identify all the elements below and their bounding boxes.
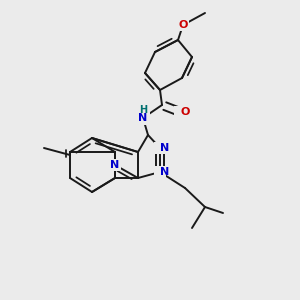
Text: O: O (178, 20, 188, 30)
Text: N: N (160, 143, 169, 153)
Text: O: O (180, 107, 190, 117)
Text: N: N (110, 160, 120, 170)
Text: H: H (139, 105, 147, 115)
Text: N: N (160, 167, 169, 177)
Text: N: N (138, 113, 148, 123)
